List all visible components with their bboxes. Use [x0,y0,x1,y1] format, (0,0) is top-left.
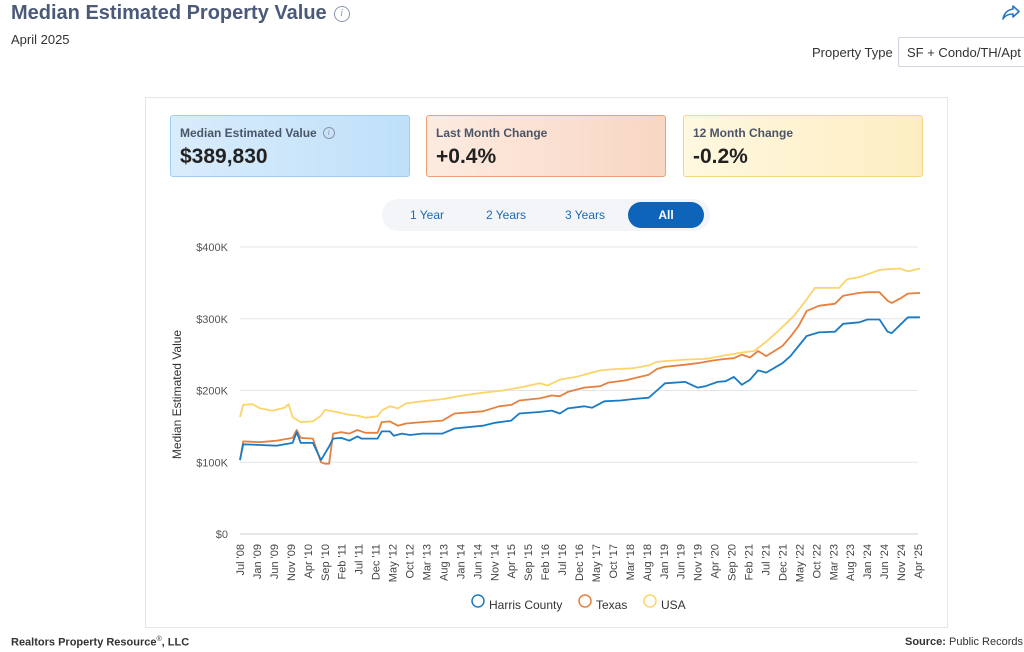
x-tick-label: Jul '08 [235,544,247,575]
median-value-label-text: Median Estimated Value [180,126,317,140]
x-tick-label: May '17 [591,544,603,582]
median-value: $389,830 [180,145,268,168]
range-1-year-button[interactable]: 1 Year [409,208,445,222]
last-month-change-label: Last Month Change [436,126,548,140]
x-tick-label: May '12 [388,544,400,582]
range-2-years-button[interactable]: 2 Years [485,208,527,222]
page-title-text: Median Estimated Property Value [11,2,327,24]
x-tick-label: Oct '12 [405,544,417,579]
x-tick-label: Jul '21 [760,544,772,575]
last-month-change-card: Last Month Change +0.4% [426,115,666,177]
y-tick-label: $0 [216,529,228,541]
x-tick-label: Feb '11 [337,544,349,580]
x-tick-label: Apr '15 [506,544,518,579]
x-tick-label: Oct '22 [811,544,823,579]
x-tick-label: Dec '16 [574,544,586,581]
x-tick-label: Mar '23 [828,544,840,580]
source-label: Source: [904,636,946,648]
legend-marker [578,594,592,608]
y-tick-label: $200K [196,386,228,398]
range-3-years-button[interactable]: 3 Years [564,208,606,222]
x-tick-label: Mar '18 [625,544,637,580]
x-tick-label: Sep '20 [727,544,739,581]
x-tick-label: May '22 [794,544,806,582]
x-tick-label: Nov '19 [693,544,705,581]
x-tick-label: Mar '13 [421,544,433,580]
info-icon[interactable]: i [333,5,350,22]
y-tick-label: $400K [196,242,228,254]
legend-label: USA [661,598,686,612]
property-type-select[interactable]: SF + Condo/TH/Apt [898,37,1024,67]
footer-brand: Realtors Property Resource®, LLC [11,636,189,649]
x-tick-label: Jun '19 [676,544,688,579]
chart-panel [145,97,948,628]
x-tick-label: Apr '25 [913,544,925,579]
series-line-harris-county [239,316,920,461]
x-tick-label: Jan '24 [862,544,874,579]
x-tick-label: Feb '21 [744,544,756,580]
x-tick-label: Jul '16 [557,544,569,575]
legend-label: Harris County [489,598,562,612]
source-value: Public Records [949,636,1023,648]
legend-label: Texas [596,598,627,612]
x-tick-label: Aug '23 [845,544,857,581]
x-tick-label: Jun '14 [472,544,484,579]
last-month-change-value: +0.4% [436,145,497,168]
twelve-month-change-label: 12 Month Change [693,126,794,140]
x-tick-label: Sep '10 [320,544,332,581]
info-icon[interactable]: i [322,127,335,139]
page-title: Median Estimated Property Value i [11,2,350,25]
x-tick-label: Nov '24 [896,544,908,581]
property-type-label: Property Type [812,45,893,60]
y-tick-label: $100K [196,457,228,469]
x-tick-label: Nov '09 [286,544,298,581]
median-value-label: Median Estimated Value i [180,126,335,140]
y-tick-label: $300K [196,314,228,326]
range-all-button[interactable]: All [628,202,704,228]
x-tick-label: Jan '19 [659,544,671,579]
x-tick-label: Feb '16 [540,544,552,580]
range-selector: 1 Year 2 Years 3 Years All [382,199,710,231]
footer-source: Source: Public Records [905,636,1023,648]
legend-marker [471,594,485,608]
x-tick-label: Jul '11 [354,544,366,575]
x-tick-label: Oct '17 [608,544,620,579]
twelve-month-change-value: -0.2% [693,145,748,168]
x-tick-label: Apr '20 [710,544,722,579]
x-tick-label: Jun '09 [269,544,281,579]
twelve-month-change-card: 12 Month Change -0.2% [683,115,923,177]
x-tick-label: Aug '18 [642,544,654,581]
report-date: April 2025 [11,32,70,47]
x-tick-label: Jun '24 [879,544,891,579]
x-tick-label: Nov '14 [489,544,501,581]
x-tick-label: Apr '10 [303,544,315,579]
median-value-card: Median Estimated Value i $389,830 [170,115,410,177]
x-tick-label: Jan '09 [252,544,264,579]
footer-brand-name: Realtors Property Resource [11,636,157,649]
series-line-texas [239,291,921,465]
x-tick-label: Dec '11 [371,544,383,580]
share-icon[interactable] [1001,4,1021,22]
registered-mark: ® [156,636,162,643]
y-axis-label: Median Estimated Value [170,330,184,460]
footer-brand-suffix: , LLC [161,636,190,649]
x-tick-label: Dec '21 [777,544,789,581]
legend-marker [643,594,657,608]
x-tick-label: Sep '15 [523,544,535,581]
series-line-usa [239,267,921,423]
x-tick-label: Jan '14 [455,544,467,579]
x-tick-label: Aug '13 [438,544,450,581]
